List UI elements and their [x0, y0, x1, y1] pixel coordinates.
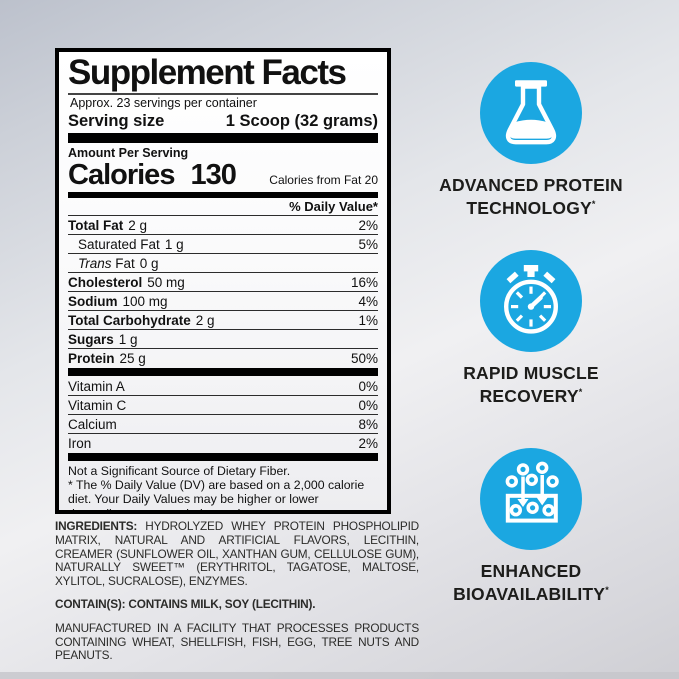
ingredients-label: INGREDIENTS:: [55, 519, 138, 533]
nutrient-row-trans-fat: Trans Fat 0 g: [68, 253, 378, 272]
benefit-title: ADVANCED PROTEIN TECHNOLOGY*: [424, 176, 638, 218]
calories-from-fat: Calories from Fat 20: [269, 173, 378, 187]
contains-statement: CONTAIN(S): CONTAINS MILK, SOY (LECITHIN…: [55, 596, 316, 611]
benefit-advanced-protein-technology: ADVANCED PROTEIN TECHNOLOGY*: [424, 62, 638, 218]
benefit-title-line2: RECOVERY*: [479, 385, 583, 406]
facility-statement: MANUFACTURED IN A FACILITY THAT PROCESSE…: [55, 620, 419, 663]
nutrient-row-total-carbohydrate: Total Carbohydrate 2 g 1%: [68, 310, 378, 329]
benefit-title: ENHANCED BIOAVAILABILITY*: [424, 562, 638, 604]
nutrient-row-sugars: Sugars 1 g: [68, 329, 378, 348]
benefit-title: RAPID MUSCLE RECOVERY*: [424, 364, 638, 406]
supplement-facts-panel: Supplement Facts Approx. 23 servings per…: [55, 48, 391, 514]
ingredients-section: INGREDIENTS: HYDROLYZED WHEY PROTEIN PHO…: [55, 519, 419, 672]
blue-bubble: [480, 250, 582, 352]
thick-divider: [68, 368, 378, 376]
serving-size-label: Serving size: [68, 112, 165, 130]
benefit-title-line2: BIOAVAILABILITY*: [453, 583, 609, 604]
calories-value: 130: [190, 159, 236, 191]
blue-bubble: [480, 448, 582, 550]
calories-row: Calories 130 Calories from Fat 20: [68, 160, 378, 190]
micronutrient-row-calcium: Calcium 8%: [68, 414, 378, 433]
blue-bubble: [480, 62, 582, 164]
benefit-enhanced-bioavailability: ENHANCED BIOAVAILABILITY*: [424, 448, 638, 604]
calories-main: Calories 130: [68, 159, 237, 191]
ingredients-text: HYDROLYZED WHEY PROTEIN PHOSPHOLIPID MAT…: [55, 519, 419, 589]
stopwatch-icon: [504, 265, 558, 334]
panel-title: Supplement Facts: [68, 55, 378, 95]
bioavailability-icon: [505, 461, 559, 523]
nutrient-row-saturated-fat: Saturated Fat 1 g 5%: [68, 234, 378, 253]
benefit-title-line2: TECHNOLOGY*: [466, 197, 596, 218]
benefit-title-line1: ADVANCED PROTEIN: [439, 175, 623, 195]
servings-per-container: Approx. 23 servings per container: [70, 96, 257, 110]
calories-label: Calories: [68, 159, 175, 191]
micronutrient-row-vitamin-a: Vitamin A 0%: [68, 378, 378, 394]
benefit-title-line1: RAPID MUSCLE: [463, 363, 599, 383]
ingredients-paragraph: INGREDIENTS: HYDROLYZED WHEY PROTEIN PHO…: [55, 519, 419, 589]
serving-size-value: 1 Scoop (32 grams): [225, 112, 378, 130]
micronutrient-row-iron: Iron 2%: [68, 433, 378, 452]
trademark-asterisk: *: [591, 199, 596, 209]
nutrient-row-cholesterol: Cholesterol 50 mg 16%: [68, 272, 378, 291]
benefit-rapid-muscle-recovery: RAPID MUSCLE RECOVERY*: [424, 250, 638, 406]
footnote-daily-value: * The % Daily Value (DV) are based on a …: [68, 478, 365, 514]
nutrient-row-sodium: Sodium 100 mg 4%: [68, 291, 378, 310]
nutrient-row-total-fat: Total Fat 2 g 2%: [68, 215, 378, 234]
trademark-asterisk: *: [578, 387, 583, 397]
amount-per-serving-label: Amount Per Serving: [68, 146, 189, 160]
nutrient-row-protein: Protein 25 g 50%: [68, 348, 378, 367]
daily-value-header: % Daily Value*: [289, 199, 378, 214]
benefit-title-line1: ENHANCED: [480, 561, 582, 581]
micronutrient-row-vitamin-c: Vitamin C 0%: [68, 395, 378, 414]
thick-divider: [68, 133, 378, 143]
serving-size-row: Serving size 1 Scoop (32 grams): [68, 111, 378, 131]
thick-divider: [68, 453, 378, 461]
trademark-asterisk: *: [605, 585, 609, 595]
footnote-fiber: Not a Significant Source of Dietary Fibe…: [68, 464, 291, 478]
medium-divider: [68, 192, 378, 198]
flask-icon: [505, 80, 557, 145]
